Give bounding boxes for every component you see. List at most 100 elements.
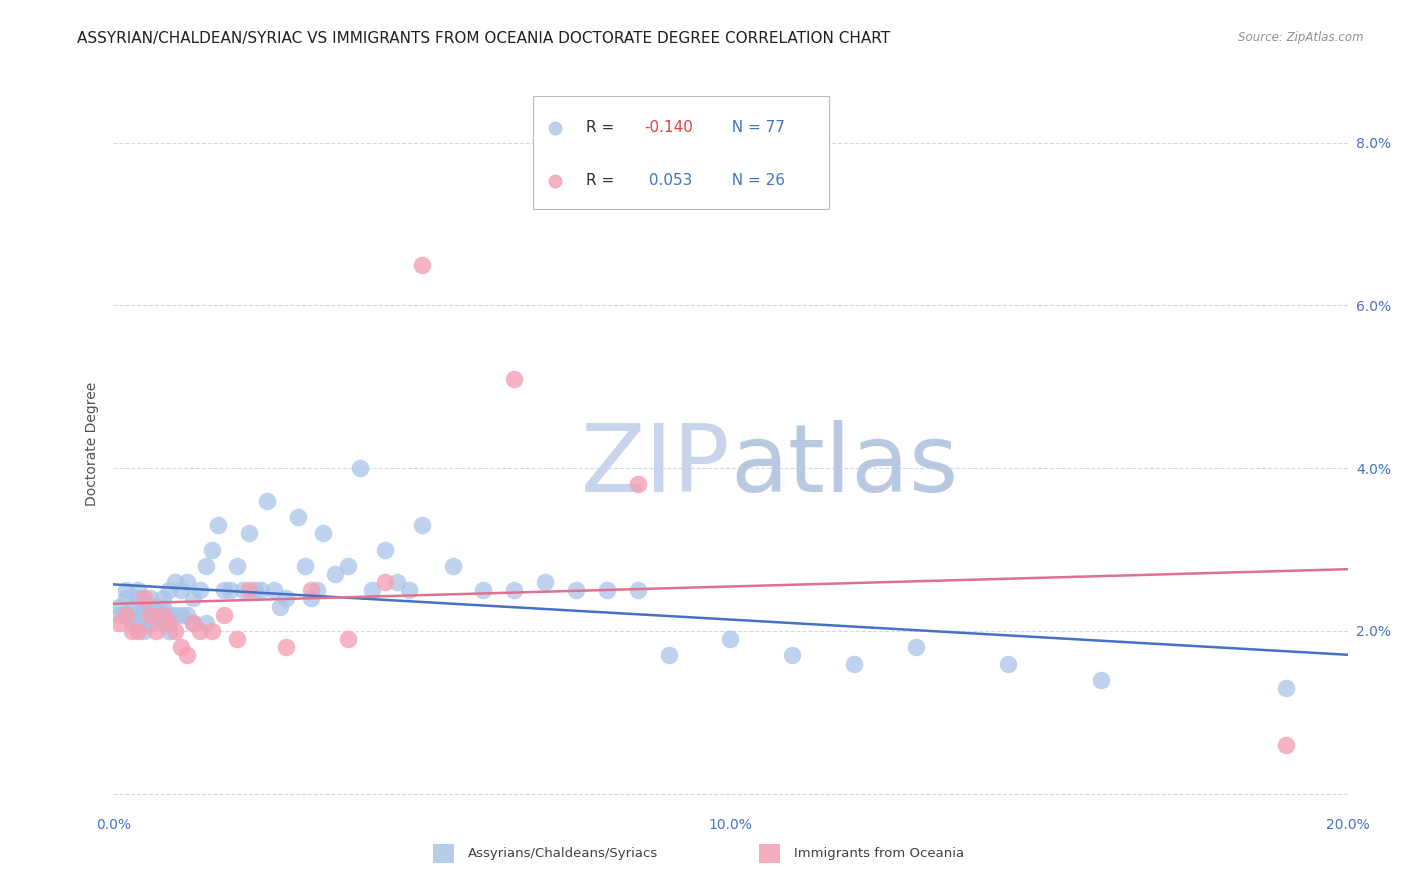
- Point: [472, 583, 495, 598]
- Text: R =: R =: [586, 173, 619, 188]
- Point: [183, 615, 205, 630]
- Point: [225, 558, 247, 573]
- Point: [274, 591, 297, 606]
- Point: [139, 615, 162, 630]
- Point: [176, 575, 198, 590]
- Point: [565, 583, 588, 598]
- Point: [627, 583, 650, 598]
- Text: -0.140: -0.140: [644, 120, 693, 135]
- Point: [256, 493, 278, 508]
- Point: [108, 607, 131, 622]
- Point: [274, 640, 297, 655]
- Point: [1275, 738, 1298, 752]
- Point: [349, 461, 371, 475]
- Point: [305, 583, 328, 598]
- Point: [157, 615, 180, 630]
- Point: [718, 632, 741, 647]
- Point: [299, 591, 322, 606]
- Point: [145, 624, 167, 638]
- Text: Assyrians/Chaldeans/Syriacs: Assyrians/Chaldeans/Syriacs: [468, 847, 658, 860]
- Point: [176, 648, 198, 663]
- Point: [114, 591, 136, 606]
- Point: [108, 615, 131, 630]
- FancyBboxPatch shape: [533, 95, 830, 210]
- Point: [263, 583, 285, 598]
- Point: [157, 607, 180, 622]
- Point: [287, 510, 309, 524]
- Text: ZIP: ZIP: [581, 420, 730, 512]
- Point: [214, 583, 236, 598]
- Point: [176, 607, 198, 622]
- Point: [201, 542, 224, 557]
- Point: [214, 607, 236, 622]
- Point: [294, 558, 316, 573]
- Point: [121, 599, 143, 614]
- Point: [157, 583, 180, 598]
- Point: [1275, 681, 1298, 695]
- Point: [145, 599, 167, 614]
- Point: [374, 542, 396, 557]
- Text: Immigrants from Oceania: Immigrants from Oceania: [794, 847, 965, 860]
- Point: [232, 583, 254, 598]
- Point: [183, 615, 205, 630]
- Point: [1090, 673, 1112, 687]
- Point: [780, 648, 803, 663]
- Point: [997, 657, 1019, 671]
- Point: [132, 624, 155, 638]
- Point: [385, 575, 408, 590]
- Point: [170, 607, 193, 622]
- Point: [336, 632, 359, 647]
- Point: [132, 591, 155, 606]
- Point: [152, 591, 174, 606]
- Point: [194, 615, 217, 630]
- Text: 0.053: 0.053: [644, 173, 692, 188]
- Point: [183, 591, 205, 606]
- Point: [904, 640, 927, 655]
- Point: [139, 607, 162, 622]
- Point: [201, 624, 224, 638]
- Point: [114, 607, 136, 622]
- Point: [152, 615, 174, 630]
- Point: [152, 599, 174, 614]
- Point: [627, 477, 650, 491]
- Point: [170, 583, 193, 598]
- Point: [127, 624, 149, 638]
- Point: [325, 566, 347, 581]
- Point: [152, 607, 174, 622]
- Text: N = 77: N = 77: [721, 120, 785, 135]
- Point: [299, 583, 322, 598]
- Point: [121, 624, 143, 638]
- Point: [127, 615, 149, 630]
- Point: [139, 599, 162, 614]
- Point: [170, 640, 193, 655]
- Point: [121, 607, 143, 622]
- Point: [132, 607, 155, 622]
- Point: [250, 583, 273, 598]
- Point: [238, 526, 260, 541]
- Point: [336, 558, 359, 573]
- Point: [163, 575, 186, 590]
- Text: atlas: atlas: [730, 420, 959, 512]
- Point: [842, 657, 865, 671]
- Point: [312, 526, 335, 541]
- Point: [398, 583, 420, 598]
- Point: [108, 599, 131, 614]
- Point: [207, 518, 229, 533]
- Point: [411, 518, 433, 533]
- Point: [157, 624, 180, 638]
- Point: [188, 583, 211, 598]
- Point: [194, 558, 217, 573]
- Text: Source: ZipAtlas.com: Source: ZipAtlas.com: [1239, 31, 1364, 45]
- Point: [534, 575, 557, 590]
- Point: [145, 607, 167, 622]
- Text: N = 26: N = 26: [721, 173, 785, 188]
- Point: [269, 599, 291, 614]
- Point: [163, 607, 186, 622]
- Point: [411, 258, 433, 272]
- Point: [374, 575, 396, 590]
- Point: [238, 583, 260, 598]
- Text: R =: R =: [586, 120, 619, 135]
- Point: [127, 583, 149, 598]
- Point: [121, 615, 143, 630]
- Point: [225, 632, 247, 647]
